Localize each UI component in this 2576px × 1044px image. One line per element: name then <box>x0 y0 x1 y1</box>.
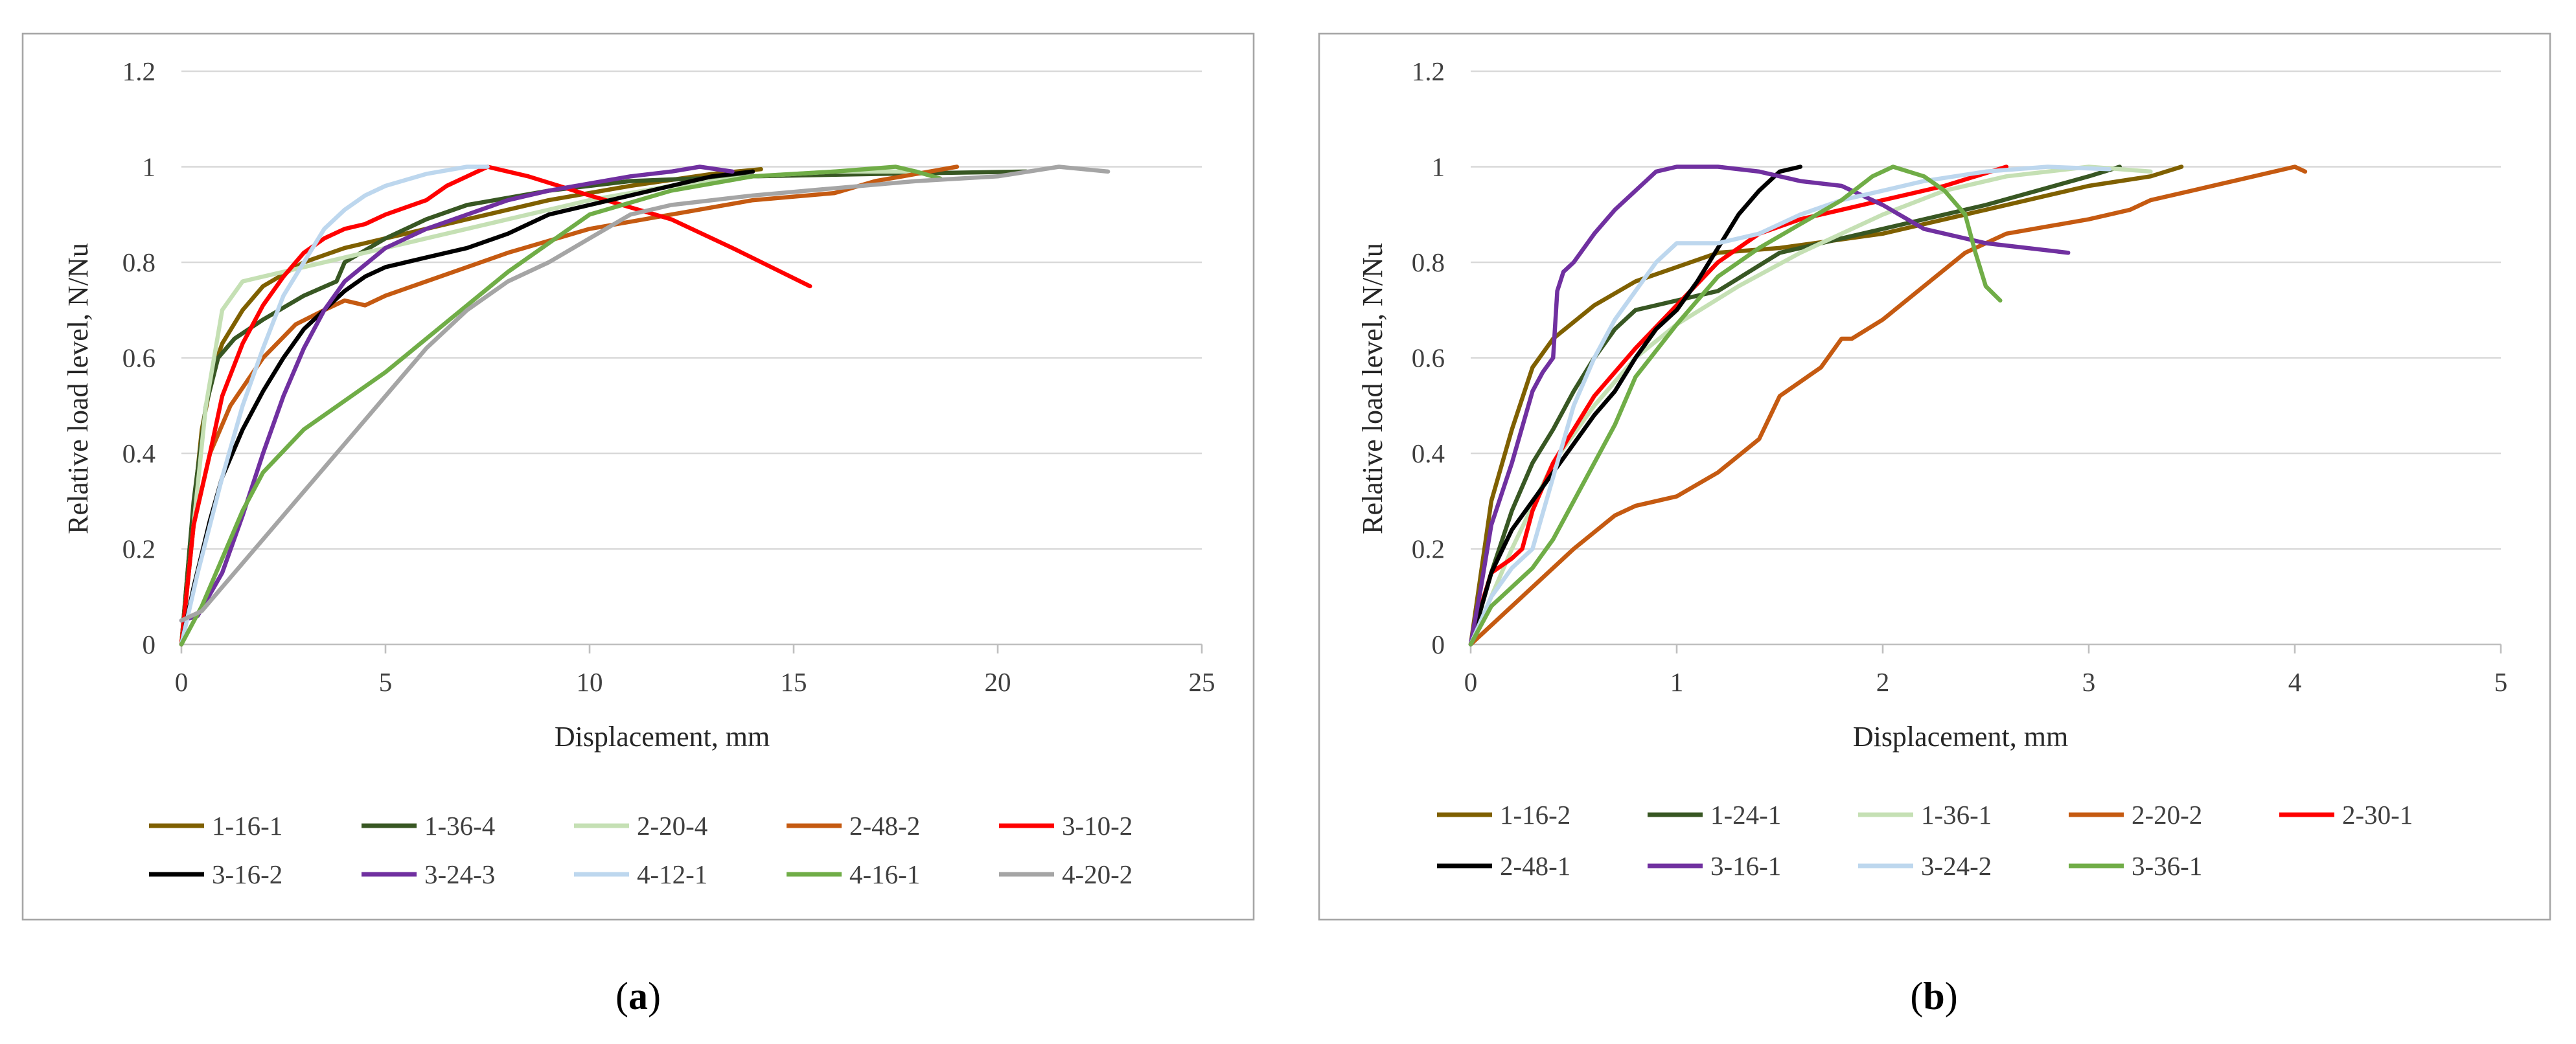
chart-panel-a: 0 0.2 0.4 0.6 0.8 1 1.2 0 5 10 15 20 25 1-16-1 1-36-4… <box>21 32 1255 921</box>
chart-a-y-tick-label: 1.2 <box>122 56 155 86</box>
legend-label-4-16-1: 4-16-1 <box>849 859 920 889</box>
legend-label-3-10-2: 3-10-2 <box>1062 811 1133 841</box>
legend-label-3-16-1: 3-16-1 <box>1710 851 1781 881</box>
chart-panel-b: 0 0.2 0.4 0.6 0.8 1 1.2 0 1 2 3 4 5 1-16-2 1-24-1 1-36… <box>1318 32 2551 921</box>
chart-b-x-tick-label: 1 <box>1670 667 1684 697</box>
chart-b-y-tick-label: 0.6 <box>1412 343 1445 373</box>
chart-a-y-axis-label: Relative load level, N/Nu <box>62 243 94 534</box>
legend-label-1-16-2: 1-16-2 <box>1500 800 1570 830</box>
chart-b-y-axis-label: Relative load level, N/Nu <box>1357 243 1388 534</box>
caption-a-letter: a <box>628 975 648 1017</box>
legend-label-3-24-2: 3-24-2 <box>1921 851 1992 881</box>
chart-a-axes: 0 0.2 0.4 0.6 0.8 1 1.2 0 5 10 15 20 25 <box>122 56 1215 697</box>
chart-b-legend: 1-16-2 1-24-1 1-36-1 2-20-2 2-30-1 2-48-1 3-16… <box>1437 800 2413 881</box>
caption-b-close: ) <box>1945 975 1958 1017</box>
caption-a-close: ) <box>648 975 661 1017</box>
legend-label-2-20-4: 2-20-4 <box>637 811 707 841</box>
legend-label-3-36-1: 3-36-1 <box>2132 851 2202 881</box>
series-line-3-36-1 <box>1468 165 2003 647</box>
chart-a-x-tick-label: 10 <box>577 667 603 697</box>
series-line-2-48-2 <box>179 165 960 647</box>
series-line-4-12-1 <box>179 165 490 647</box>
chart-a-series <box>179 165 1110 647</box>
chart-b-axes: 0 0.2 0.4 0.6 0.8 1 1.2 0 1 2 3 4 5 <box>1412 56 2508 697</box>
legend-label-2-48-2: 2-48-2 <box>849 811 920 841</box>
chart-b-y-tick-label: 1.2 <box>1412 56 1445 86</box>
chart-a-x-axis-label: Displacement, mm <box>555 721 770 753</box>
caption-b: (b) <box>1910 975 1957 1017</box>
chart-a-y-tick-label: 0 <box>143 630 156 659</box>
chart-b-y-tick-label: 1 <box>1432 152 1445 182</box>
chart-b-gridlines <box>1471 70 2501 550</box>
series-line-1-36-4 <box>179 169 1029 647</box>
caption-b-open: ( <box>1910 975 1923 1017</box>
chart-a-y-tick-label: 0.6 <box>122 343 155 373</box>
chart-a-y-tick-label: 0.4 <box>122 438 155 468</box>
series-line-1-24-1 <box>1468 165 2122 647</box>
legend-label-1-36-4: 1-36-4 <box>424 811 495 841</box>
legend-label-1-36-1: 1-36-1 <box>1921 800 1992 830</box>
chart-a-x-tick-label: 5 <box>379 667 393 697</box>
series-line-1-16-2 <box>1468 165 2184 647</box>
chart-a-x-tick-label: 20 <box>985 667 1011 697</box>
series-line-2-48-1 <box>1468 165 1803 647</box>
chart-a-y-tick-label: 0.2 <box>122 534 155 564</box>
chart-b-series <box>1468 165 2308 647</box>
chart-b-x-tick-label: 4 <box>2288 667 2302 697</box>
series-line-4-16-1 <box>179 165 943 647</box>
chart-a-legend: 1-16-1 1-36-4 2-20-4 2-48-2 3-10-2 3-16-2 3-24… <box>149 811 1133 889</box>
legend-label-2-20-2: 2-20-2 <box>2132 800 2202 830</box>
chart-a-x-tick-label: 25 <box>1189 667 1215 697</box>
legend-label-4-20-2: 4-20-2 <box>1062 859 1133 889</box>
chart-b-x-tick-label: 3 <box>2082 667 2096 697</box>
chart-b-x-axis-label: Displacement, mm <box>1853 721 2068 753</box>
legend-label-4-12-1: 4-12-1 <box>637 859 707 889</box>
legend-label-3-16-2: 3-16-2 <box>212 859 282 889</box>
chart-b-x-tick-label: 0 <box>1464 667 1478 697</box>
chart-b-y-tick-label: 0.2 <box>1412 534 1445 564</box>
chart-b-y-tick-label: 0.8 <box>1412 247 1445 277</box>
chart-b-y-tick-label: 0 <box>1432 630 1445 659</box>
legend-label-2-30-1: 2-30-1 <box>2342 800 2413 830</box>
legend-label-2-48-1: 2-48-1 <box>1500 851 1570 881</box>
chart-b-y-tick-label: 0.4 <box>1412 438 1445 468</box>
chart-a-y-tick-label: 1 <box>143 152 156 182</box>
series-line-4-20-2 <box>179 165 1110 623</box>
series-line-3-16-2 <box>179 169 755 647</box>
chart-a-y-tick-label: 0.8 <box>122 247 155 277</box>
chart-a-x-tick-label: 15 <box>781 667 807 697</box>
chart-b-x-tick-label: 2 <box>1876 667 1890 697</box>
caption-a: (a) <box>615 975 661 1017</box>
chart-a-x-tick-label: 0 <box>175 667 189 697</box>
series-line-2-20-2 <box>1468 165 2308 647</box>
caption-a-open: ( <box>615 975 628 1017</box>
series-line-2-30-1 <box>1468 165 2009 647</box>
series-line-3-24-2 <box>1468 165 2112 647</box>
caption-b-letter: b <box>1923 975 1944 1017</box>
legend-label-1-24-1: 1-24-1 <box>1710 800 1781 830</box>
chart-b-x-tick-label: 5 <box>2494 667 2508 697</box>
legend-label-3-24-3: 3-24-3 <box>424 859 495 889</box>
legend-label-1-16-1: 1-16-1 <box>212 811 282 841</box>
